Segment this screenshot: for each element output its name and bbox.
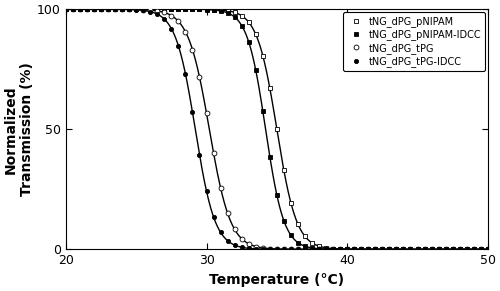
Line: tNG_dPG_tPG: tNG_dPG_tPG (64, 7, 490, 252)
tNG_dPG_pNIPAM (63, 8, 69, 11)
tNG_dPG_tPG-IDCC (210, 215, 216, 219)
tNG_dPG_pNIPAM (288, 201, 294, 205)
tNG_dPG_tPG (210, 151, 216, 155)
Line: tNG_dPG_pNIPAM-IDCC: tNG_dPG_pNIPAM-IDCC (64, 7, 490, 252)
tNG_dPG_pNIPAM-IDCC (63, 8, 69, 11)
tNG_dPG_pNIPAM-IDCC (316, 247, 322, 251)
tNG_dPG_pNIPAM-IDCC (148, 8, 154, 11)
Line: tNG_dPG_tPG-IDCC: tNG_dPG_tPG-IDCC (64, 7, 490, 251)
Line: tNG_dPG_pNIPAM: tNG_dPG_pNIPAM (64, 7, 490, 252)
Y-axis label: Normalized
Transmission (%): Normalized Transmission (%) (4, 62, 34, 196)
tNG_dPG_pNIPAM-IDCC (485, 248, 491, 251)
tNG_dPG_tPG (485, 248, 491, 251)
tNG_dPG_pNIPAM (162, 8, 168, 11)
Legend: tNG_dPG_pNIPAM, tNG_dPG_pNIPAM-IDCC, tNG_dPG_tPG, tNG_dPG_tPG-IDCC: tNG_dPG_pNIPAM, tNG_dPG_pNIPAM-IDCC, tNG… (343, 12, 485, 71)
tNG_dPG_pNIPAM-IDCC (428, 248, 434, 251)
tNG_dPG_tPG-IDCC (148, 10, 154, 13)
tNG_dPG_pNIPAM-IDCC (162, 8, 168, 11)
tNG_dPG_tPG-IDCC (288, 248, 294, 251)
tNG_dPG_tPG (63, 8, 69, 11)
tNG_dPG_pNIPAM (428, 248, 434, 251)
tNG_dPG_tPG (428, 248, 434, 251)
tNG_dPG_tPG (148, 8, 154, 12)
tNG_dPG_pNIPAM-IDCC (288, 233, 294, 237)
tNG_dPG_tPG-IDCC (63, 8, 69, 11)
tNG_dPG_tPG-IDCC (485, 248, 491, 251)
tNG_dPG_tPG-IDCC (162, 17, 168, 21)
tNG_dPG_tPG-IDCC (316, 248, 322, 251)
X-axis label: Temperature (°C): Temperature (°C) (210, 273, 344, 287)
tNG_dPG_pNIPAM-IDCC (210, 8, 216, 12)
tNG_dPG_tPG (162, 11, 168, 14)
tNG_dPG_tPG (316, 248, 322, 251)
tNG_dPG_pNIPAM (210, 8, 216, 11)
tNG_dPG_tPG-IDCC (428, 248, 434, 251)
tNG_dPG_tPG (288, 248, 294, 251)
tNG_dPG_pNIPAM (485, 248, 491, 251)
tNG_dPG_pNIPAM (148, 8, 154, 11)
tNG_dPG_pNIPAM (316, 244, 322, 248)
